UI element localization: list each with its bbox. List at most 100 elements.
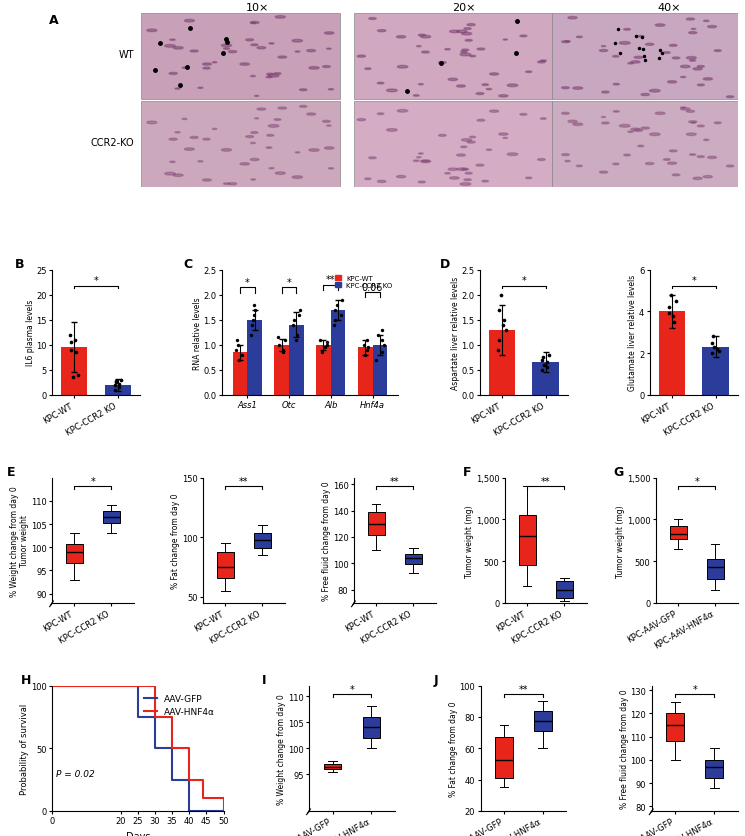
Y-axis label: % Weight change from day 0
Tumor weight: % Weight change from day 0 Tumor weight (10, 486, 30, 596)
Circle shape (266, 148, 272, 149)
Point (273, 339, 285, 352)
PathPatch shape (368, 512, 384, 536)
Circle shape (690, 60, 696, 62)
Circle shape (185, 149, 194, 151)
Point (670, 295, 682, 308)
Point (663, 301, 675, 314)
Circle shape (726, 97, 734, 99)
Circle shape (170, 40, 175, 41)
Circle shape (634, 130, 643, 132)
PathPatch shape (405, 554, 422, 564)
Circle shape (326, 126, 331, 127)
Circle shape (469, 137, 475, 139)
Point (110, 375, 122, 388)
Circle shape (562, 113, 569, 115)
Circle shape (672, 58, 680, 60)
Circle shape (396, 176, 406, 179)
Point (314, 334, 326, 347)
Circle shape (477, 120, 485, 122)
Circle shape (568, 18, 577, 20)
Circle shape (540, 119, 546, 120)
Point (329, 319, 340, 332)
Point (110, 376, 121, 390)
Circle shape (246, 136, 253, 139)
Circle shape (562, 88, 569, 89)
Circle shape (329, 169, 334, 170)
Y-axis label: % Weight change from day 0: % Weight change from day 0 (277, 693, 287, 803)
Point (376, 324, 388, 337)
Circle shape (668, 163, 676, 166)
Circle shape (251, 23, 256, 24)
Point (319, 341, 331, 354)
Circle shape (439, 135, 446, 137)
Circle shape (476, 94, 484, 95)
Circle shape (460, 147, 467, 149)
Circle shape (175, 132, 180, 134)
Circle shape (691, 123, 696, 124)
Circle shape (396, 37, 406, 39)
Circle shape (416, 157, 421, 159)
Bar (289, 325, 304, 395)
Bar (489, 330, 515, 395)
Text: *: * (349, 684, 355, 694)
Point (231, 334, 243, 347)
Text: **: ** (541, 477, 551, 487)
Circle shape (526, 178, 532, 180)
Circle shape (690, 155, 696, 156)
PathPatch shape (103, 512, 120, 523)
Point (321, 336, 333, 349)
Text: *: * (694, 477, 699, 487)
Circle shape (278, 108, 287, 110)
Circle shape (275, 17, 285, 19)
Point (663, 308, 675, 321)
Text: CCR2-KO: CCR2-KO (91, 138, 134, 148)
Point (708, 330, 720, 344)
Circle shape (460, 52, 467, 54)
Point (65, 336, 77, 349)
Circle shape (476, 165, 484, 167)
Circle shape (299, 106, 307, 108)
Circle shape (686, 111, 694, 113)
Point (115, 374, 127, 387)
Bar (354, 102, 553, 188)
Circle shape (445, 49, 450, 51)
Text: *: * (94, 276, 98, 286)
Y-axis label: Probability of survival: Probability of survival (20, 703, 30, 794)
Point (358, 339, 370, 352)
Circle shape (250, 143, 256, 145)
Text: **: ** (326, 275, 335, 285)
Circle shape (449, 31, 459, 33)
Point (543, 349, 555, 362)
Circle shape (638, 146, 644, 148)
Circle shape (638, 37, 644, 38)
Circle shape (467, 142, 475, 144)
Circle shape (650, 90, 660, 93)
Circle shape (457, 31, 467, 33)
Circle shape (268, 125, 279, 128)
Point (235, 349, 247, 362)
Circle shape (708, 27, 717, 28)
Point (293, 308, 305, 322)
Point (537, 351, 549, 364)
Circle shape (681, 108, 685, 109)
Circle shape (378, 31, 386, 33)
Circle shape (573, 88, 583, 90)
Circle shape (174, 48, 183, 50)
Circle shape (387, 90, 397, 93)
PathPatch shape (519, 516, 536, 566)
Circle shape (229, 52, 237, 54)
Circle shape (221, 150, 232, 152)
Circle shape (462, 169, 469, 171)
Circle shape (714, 123, 721, 125)
Circle shape (255, 96, 259, 97)
Circle shape (602, 123, 609, 125)
Circle shape (387, 130, 397, 132)
Circle shape (421, 161, 431, 163)
Circle shape (624, 29, 630, 31)
Circle shape (540, 61, 546, 63)
Text: E: E (7, 466, 16, 478)
Circle shape (251, 45, 258, 47)
Circle shape (422, 52, 429, 54)
Circle shape (268, 75, 279, 78)
Point (113, 381, 125, 395)
